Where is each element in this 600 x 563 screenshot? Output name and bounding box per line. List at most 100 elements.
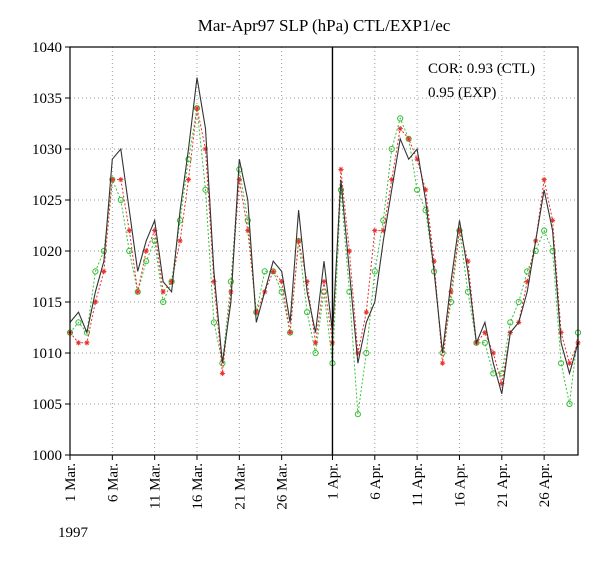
data-point — [355, 350, 361, 356]
x-tick-label: 1 Apr. — [325, 463, 341, 500]
data-point — [245, 228, 251, 234]
series-line — [69, 77, 579, 394]
axes — [65, 46, 579, 460]
data-point — [101, 268, 107, 274]
y-tick-label: 1005 — [32, 397, 62, 413]
data-point — [219, 370, 225, 376]
y-tick-label: 1000 — [32, 448, 62, 464]
x-tick-label: 1 Mar. — [63, 463, 79, 502]
data-point — [135, 289, 141, 295]
gridlines — [70, 47, 578, 455]
data-point — [303, 309, 311, 316]
data-point — [194, 105, 200, 111]
data-point — [389, 177, 395, 183]
data-point — [143, 248, 149, 254]
data-point — [541, 177, 547, 183]
data-point — [380, 228, 386, 234]
data-point — [320, 288, 328, 295]
data-point — [118, 177, 124, 183]
data-point — [549, 247, 556, 255]
data-point — [532, 247, 539, 255]
data-point — [541, 227, 548, 234]
y-tick-label: 1010 — [32, 346, 62, 362]
data-point — [278, 288, 285, 295]
data-point — [380, 217, 387, 224]
data-point — [566, 360, 573, 366]
x-tick-label: 16 Mar. — [190, 463, 206, 510]
data-point — [338, 166, 344, 172]
data-point — [557, 360, 565, 367]
data-point — [117, 196, 124, 204]
data-point — [185, 177, 192, 183]
data-point — [244, 217, 251, 224]
data-point — [160, 289, 166, 295]
y-tick-label: 1025 — [32, 193, 62, 209]
data-point — [202, 186, 209, 193]
series-layer — [66, 77, 582, 418]
data-point — [481, 339, 488, 346]
series-black-solid — [69, 77, 579, 394]
data-point — [152, 228, 158, 234]
data-point — [354, 411, 361, 418]
data-point — [558, 330, 564, 336]
data-point — [270, 268, 276, 274]
data-point — [566, 400, 573, 408]
data-point — [321, 279, 327, 285]
x-tick-label: 11 Mar. — [148, 463, 164, 509]
data-point — [414, 156, 420, 162]
y-tick-label: 1040 — [32, 40, 62, 56]
plot-frame — [69, 46, 579, 456]
data-point — [92, 299, 98, 305]
data-point — [507, 319, 514, 326]
data-point — [406, 136, 412, 142]
data-point — [227, 278, 234, 285]
data-point — [253, 309, 259, 315]
data-point — [465, 258, 471, 264]
data-point — [210, 319, 218, 326]
x-tick-label: 26 Mar. — [275, 463, 291, 510]
data-point — [236, 177, 242, 183]
x-tick-label: 6 Apr. — [368, 463, 384, 500]
correlation-ctl-label: COR: 0.93 (CTL) — [428, 61, 535, 77]
data-point — [499, 381, 505, 387]
data-point — [550, 217, 556, 223]
data-point — [388, 145, 395, 153]
series-line — [69, 108, 579, 415]
data-point — [287, 330, 293, 336]
data-point — [397, 126, 403, 132]
data-point — [296, 238, 302, 244]
data-point — [279, 279, 285, 285]
data-point — [109, 177, 115, 183]
data-point — [346, 288, 353, 295]
data-point — [177, 238, 183, 244]
tick-labels: 1000 1005 1010 1015 1020 1025 1030 1035 1040 1 Ma… — [32, 40, 553, 510]
chart-title: Mar-Apr97 SLP (hPa) CTL/EXP1/ec — [198, 16, 451, 35]
y-tick-label: 1020 — [32, 244, 62, 260]
x-tick-label: 11 Apr. — [410, 463, 426, 507]
x-tick-label: 16 Apr. — [452, 463, 468, 507]
data-point — [524, 279, 530, 285]
data-point — [363, 309, 369, 315]
series-line — [69, 108, 579, 384]
data-point — [228, 289, 234, 295]
data-point — [160, 298, 167, 306]
data-point — [448, 289, 454, 295]
data-point — [456, 228, 463, 234]
x-tick-label: 21 Apr. — [495, 463, 511, 507]
y-tick-label: 1030 — [32, 142, 62, 158]
x-tick-label: 26 Apr. — [537, 463, 553, 507]
data-point — [92, 268, 99, 275]
data-point — [431, 258, 437, 264]
data-point — [371, 268, 378, 275]
data-point — [126, 228, 132, 234]
data-point — [176, 217, 184, 224]
data-point — [202, 146, 209, 152]
data-point — [397, 115, 404, 122]
data-point — [312, 349, 319, 357]
x-tick-label: 21 Mar. — [232, 463, 248, 510]
y-tick-label: 1015 — [32, 295, 62, 311]
data-point — [372, 228, 378, 234]
data-point — [423, 187, 429, 193]
x-tick-label: 6 Mar. — [105, 463, 121, 502]
